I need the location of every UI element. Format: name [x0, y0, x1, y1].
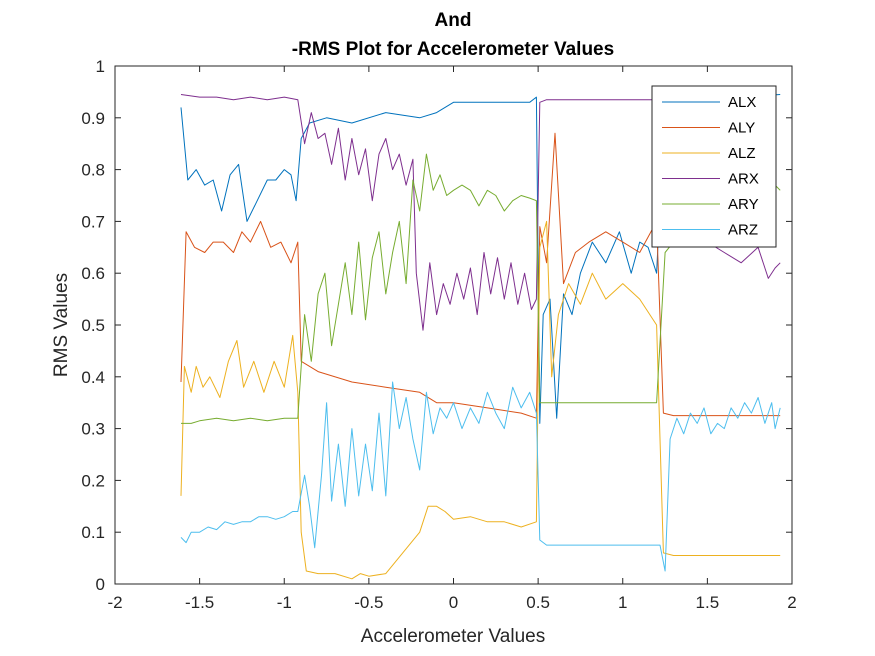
y-tick-label: 0.4	[81, 368, 105, 387]
x-tick-label: -1.5	[185, 593, 214, 612]
legend-label-aly: ALY	[728, 120, 755, 137]
legend-label-arz: ARZ	[728, 222, 758, 239]
chart-title-line1: And	[435, 10, 472, 31]
y-tick-label: 0.6	[81, 264, 105, 283]
series-lines	[180, 94, 781, 580]
axes-box	[114, 65, 793, 585]
legend-box	[651, 85, 777, 248]
y-tick-label: 0.3	[81, 420, 105, 439]
series-line-arx	[180, 94, 781, 331]
series-line-aly	[180, 132, 781, 419]
x-axis-label: Accelerometer Values	[361, 626, 545, 647]
series-line-alz	[180, 220, 781, 580]
axis-ticks: -2 -1.5 -1 -0.5 0 0.5 1 1.5 2 0 0.1 0.2 0.3 0.4 0.5 0.6…	[81, 57, 796, 612]
x-tick-label: 0.5	[526, 593, 550, 612]
y-tick-label: 0.8	[81, 161, 105, 180]
x-tick-label: 1.5	[696, 593, 720, 612]
y-tick-label: 0.7	[81, 212, 105, 231]
y-tick-label: 0.9	[81, 109, 105, 128]
legend-label-ary: ARY	[728, 196, 759, 213]
x-tick-label: -0.5	[354, 593, 383, 612]
x-tick-label: 0	[449, 593, 458, 612]
series-line-alx	[180, 94, 781, 424]
y-axis-label: RMS Values	[51, 273, 72, 377]
series-line-arz	[180, 381, 781, 572]
y-tick-label: 0.5	[81, 316, 105, 335]
y-tick-label: 0	[96, 575, 105, 594]
x-tick-label: -1	[277, 593, 292, 612]
legend-label-alz: ALZ	[728, 145, 756, 162]
x-tick-label: 1	[618, 593, 627, 612]
y-tick-label: 0.2	[81, 471, 105, 490]
y-tick-label: 0.1	[81, 523, 105, 542]
legend: ALX ALY ALZ ARX ARY ARZ	[651, 85, 777, 248]
y-tick-label: 1	[96, 57, 105, 76]
legend-label-arx: ARX	[728, 171, 759, 188]
x-tick-label: -2	[107, 593, 122, 612]
series-line-ary	[181, 153, 781, 424]
legend-label-alx: ALX	[728, 94, 756, 111]
chart-title-line2: -RMS Plot for Accelerometer Values	[292, 39, 614, 60]
x-tick-label: 2	[787, 593, 796, 612]
